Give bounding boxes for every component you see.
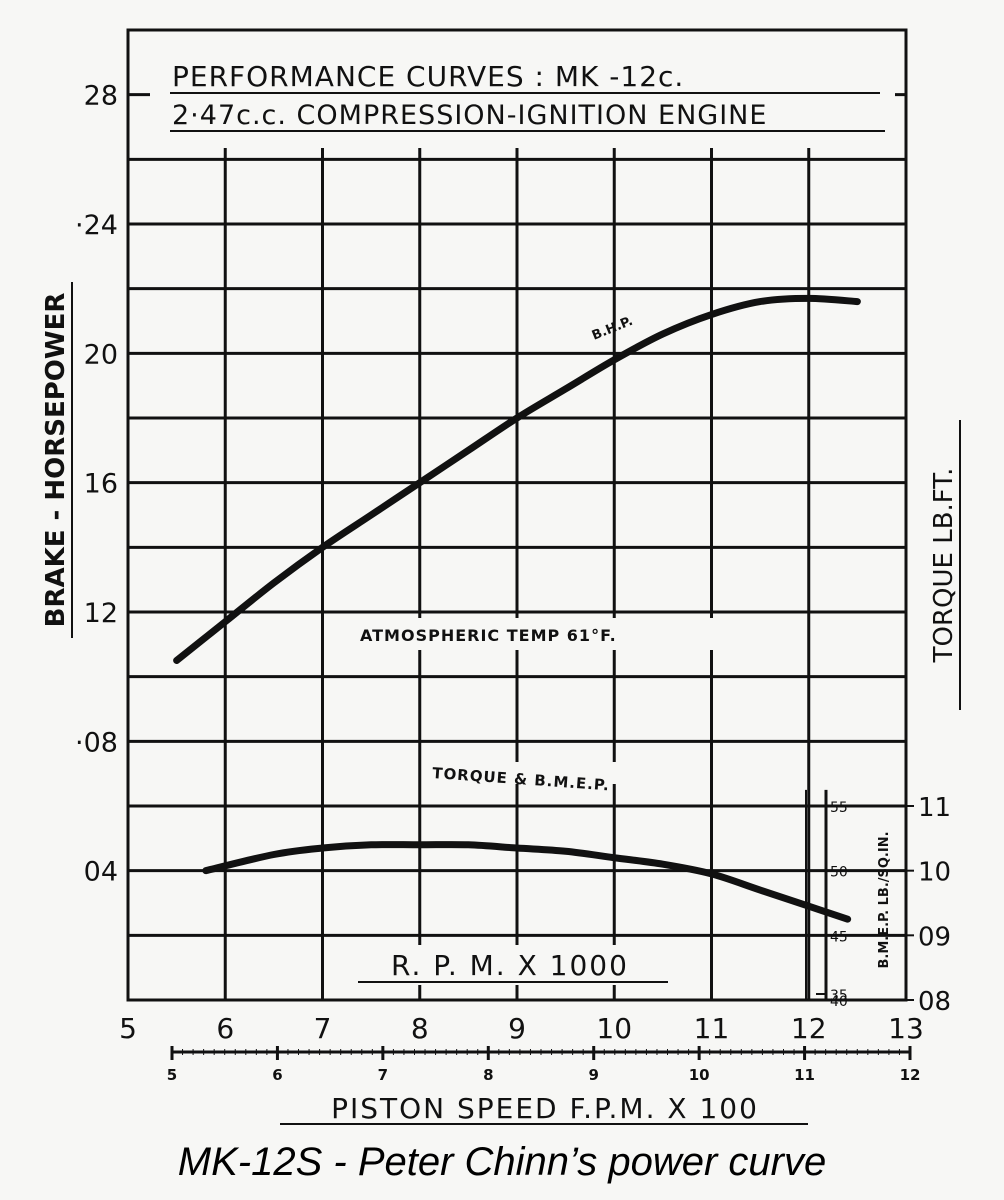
bmep-tick-label: 50: [830, 865, 848, 881]
x-tick-label: 11: [694, 1012, 730, 1045]
caption: MK-12S - Peter Chinn’s power curve: [177, 1140, 827, 1184]
y-tick-label: 12: [84, 598, 118, 629]
y-tick-label: ·24: [75, 210, 118, 241]
piston-tick-label: 12: [900, 1066, 921, 1084]
bmep-tick-label: 40: [830, 994, 848, 1010]
y-tick-label: 04: [84, 857, 118, 888]
x-axis-label-rpm: R. P. M. X 1000: [391, 949, 629, 982]
piston-tick-label: 8: [483, 1066, 493, 1084]
x-tick-label: 6: [216, 1012, 234, 1045]
piston-tick-label: 5: [167, 1066, 177, 1084]
y-tick-label: 20: [84, 339, 118, 370]
annotation-box: [350, 618, 740, 650]
annotation-temp: ATMOSPHERIC TEMP 61°F.: [360, 626, 617, 645]
piston-tick-label: 7: [378, 1066, 388, 1084]
bhp-curve: [173, 294, 861, 664]
x-tick-label: 8: [411, 1012, 429, 1045]
bmep-tick-label: 55: [830, 800, 848, 816]
x-tick-label: 9: [508, 1012, 526, 1045]
piston-tick-label: 9: [588, 1066, 598, 1084]
bmep-tick-label: 45: [830, 929, 848, 945]
rpm-label-box: [350, 945, 680, 985]
x-tick-label: 7: [314, 1012, 332, 1045]
right-axis-label: TORQUE LB.FT.: [929, 468, 959, 664]
y-tick-label: 16: [84, 469, 118, 500]
y-axis-label: BRAKE - HORSEPOWER: [41, 293, 71, 628]
piston-tick-label: 10: [689, 1066, 710, 1084]
torque-tick-label: 10: [918, 858, 951, 888]
y-tick-label: ·08: [75, 727, 118, 758]
piston-tick-label: 6: [272, 1066, 282, 1084]
x-tick-label: 5: [119, 1012, 137, 1045]
torque-label-box: [428, 762, 708, 784]
y-tick-label: 28: [84, 81, 118, 112]
chart-title-line-1: PERFORMANCE CURVES : MK -12c.: [172, 60, 684, 93]
x-tick-label: 13: [888, 1012, 924, 1045]
bmep-axis-label: B.M.E.P. LB./SQ.IN.: [877, 831, 892, 968]
series-label-bhp: B.H.P.: [590, 314, 635, 344]
chart-svg: PERFORMANCE CURVES : MK -12c. 2·47c.c. CO…: [41, 28, 961, 1125]
x-axis-label-piston: PISTON SPEED F.P.M. X 100: [331, 1092, 759, 1125]
bmep-tick-label: 35: [830, 988, 848, 1004]
chart-title-line-2: 2·47c.c. COMPRESSION-IGNITION ENGINE: [172, 100, 767, 131]
x-tick-label: 10: [596, 1012, 632, 1045]
x-tick-label: 12: [791, 1012, 827, 1045]
torque-tick-label: 09: [918, 922, 951, 952]
torque-bmep-curve: [202, 841, 852, 923]
piston-tick-label: 11: [794, 1066, 815, 1084]
torque-tick-label: 11: [918, 793, 951, 823]
torque-tick-label: 08: [918, 987, 951, 1017]
